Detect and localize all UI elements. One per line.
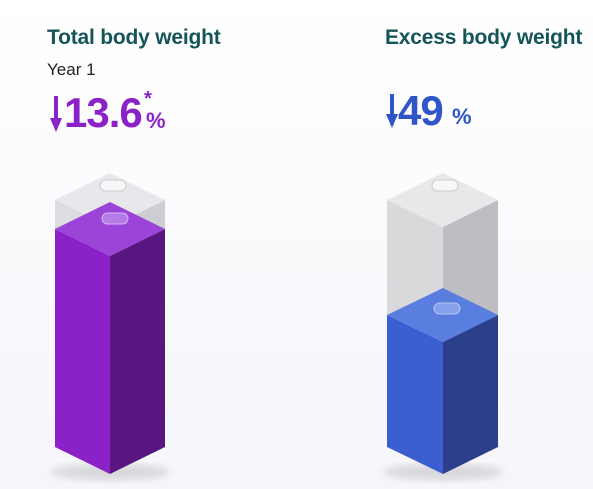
panel-subtitle: Year 1 [47, 60, 96, 79]
down-arrow [50, 96, 62, 132]
left-column [50, 173, 170, 480]
value: 13.6 [64, 89, 143, 136]
panel-title: Total body weight [47, 26, 221, 49]
down-arrow [386, 94, 398, 128]
value: 49 [398, 87, 444, 134]
panel-title: Excess body weight [385, 26, 583, 49]
unit: % [146, 108, 166, 133]
unit: % [452, 104, 472, 129]
footnote-mark: * [144, 88, 152, 110]
right-column [383, 173, 503, 480]
